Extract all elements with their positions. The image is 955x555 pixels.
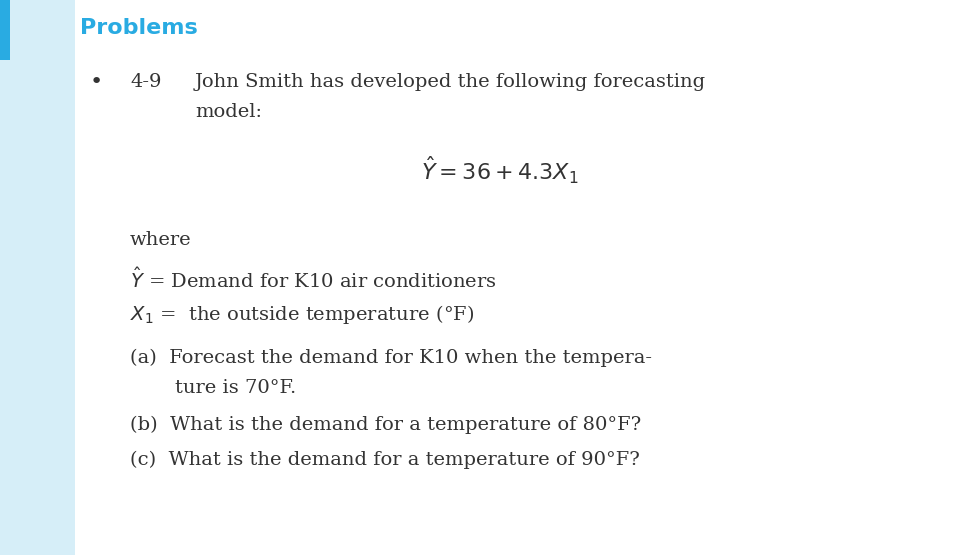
Bar [0,0,10,60]
Text: John Smith has developed the following forecasting: John Smith has developed the following f… [195,73,706,91]
Text: (b)  What is the demand for a temperature of 80°F?: (b) What is the demand for a temperature… [130,416,641,434]
Text: model:: model: [195,103,262,121]
Text: ture is 70°F.: ture is 70°F. [175,379,296,397]
Text: Problems: Problems [80,18,198,38]
Text: 4-9: 4-9 [130,73,161,91]
Text: $X_1$ =  the outside temperature (°F): $X_1$ = the outside temperature (°F) [130,304,475,326]
Text: (a)  Forecast the demand for K10 when the tempera-: (a) Forecast the demand for K10 when the… [130,349,652,367]
Text: (c)  What is the demand for a temperature of 90°F?: (c) What is the demand for a temperature… [130,451,640,469]
Text: •: • [90,72,103,92]
Text: $\hat{Y} = 36 + 4.3X_1$: $\hat{Y} = 36 + 4.3X_1$ [421,154,579,186]
Text: $\hat{Y}$ = Demand for K10 air conditioners: $\hat{Y}$ = Demand for K10 air condition… [130,268,497,292]
Bar [0,0,75,555]
Text: where: where [130,231,192,249]
